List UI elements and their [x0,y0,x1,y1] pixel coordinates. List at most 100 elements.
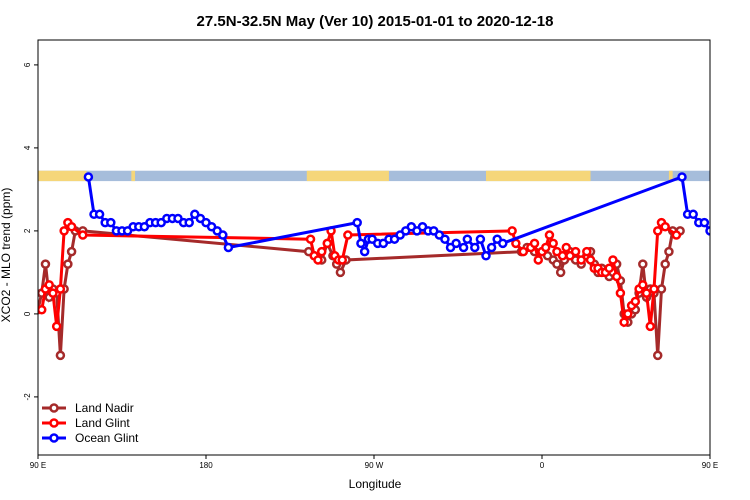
land-band-segment [710,171,750,181]
data-point [356,238,366,249]
series-group [38,172,710,361]
data-point [352,217,362,228]
data-point [557,251,568,261]
data-point [44,280,54,290]
data-point [458,242,469,253]
data-point [507,226,517,236]
data-point [548,238,558,249]
data-point [40,259,51,269]
land-band-segment [306,170,389,182]
data-point [585,255,596,265]
y-axis-label: XCO2 - MLO trend (ppm) [0,188,13,323]
data-point [630,296,641,307]
data-point [335,267,346,278]
data-point [83,172,94,182]
y-tick-label: 4 [23,145,32,150]
data-point [533,255,544,265]
data-point [699,217,710,228]
x-tick-label: 0 [540,461,545,470]
data-point [305,234,316,244]
data-point [604,263,614,273]
data-point [94,209,105,220]
x-tick-label: 180 [199,461,213,470]
data-point [615,288,626,298]
data-point [619,317,629,327]
data-point [570,246,581,257]
land-band-segment [38,170,87,182]
data-point [552,259,562,269]
legend-item: Ocean Glint [42,431,139,445]
data-point [660,259,670,269]
x-tick-label: 90 E [30,461,46,470]
data-point [223,242,234,253]
data-point [486,242,497,253]
data-point [544,230,555,240]
data-point [582,246,592,257]
plot-frame [37,39,711,456]
y-tick-label: 2 [23,228,32,233]
series-land-glint [38,217,682,332]
data-point [322,238,333,249]
data-point [337,255,348,265]
y-tick-label: 0 [23,311,32,316]
data-point [652,350,663,361]
data-point [660,222,670,232]
y-tick-label: 6 [23,62,32,67]
data-point [705,226,710,236]
data-point [656,284,667,294]
data-point [671,230,682,240]
x-axis-label: Longitude [349,477,402,491]
legend-swatch-marker [49,418,59,428]
data-point [51,321,62,332]
data-point [359,246,370,257]
data-point [218,230,228,240]
data-point [59,226,69,236]
data-point [184,217,194,228]
data-point [677,172,687,182]
legend-label: Land Nadir [75,401,134,415]
data-point [611,271,622,282]
land-band-segment [131,170,136,182]
legend-label: Ocean Glint [75,431,139,445]
chart-title: 27.5N-32.5N May (Ver 10) 2015-01-01 to 2… [197,13,554,30]
land-band-segment [668,170,673,182]
data-point [608,255,618,265]
data-point [48,288,58,298]
data-point [55,350,66,361]
data-point [529,238,540,249]
data-point [106,217,116,228]
data-point [641,288,652,298]
data-point [518,246,529,257]
data-point [38,305,47,315]
data-point [66,246,77,257]
legend-item: Land Nadir [42,401,134,415]
data-point [481,251,491,261]
data-point [555,267,566,278]
data-point [475,234,486,244]
legend-swatch-marker [49,403,59,413]
data-point [343,230,353,240]
data-point [645,321,656,332]
data-point [623,309,633,319]
data-point [638,280,648,290]
data-point [576,255,586,265]
data-point [688,209,698,220]
data-point [66,222,77,232]
legend-swatch-marker [49,433,59,443]
data-point [649,284,659,294]
data-point [664,246,674,257]
x-tick-label: 90 E [702,461,718,470]
data-point [470,242,480,253]
data-point [316,246,327,257]
data-point [313,255,323,265]
series-ocean-glint [83,172,710,261]
y-tick-label: -2 [23,393,32,401]
data-point [498,238,508,249]
data-point [540,242,551,253]
data-point [652,226,663,236]
x-tick-label: 90 W [365,461,384,470]
data-point [440,234,450,244]
data-point [63,259,73,269]
